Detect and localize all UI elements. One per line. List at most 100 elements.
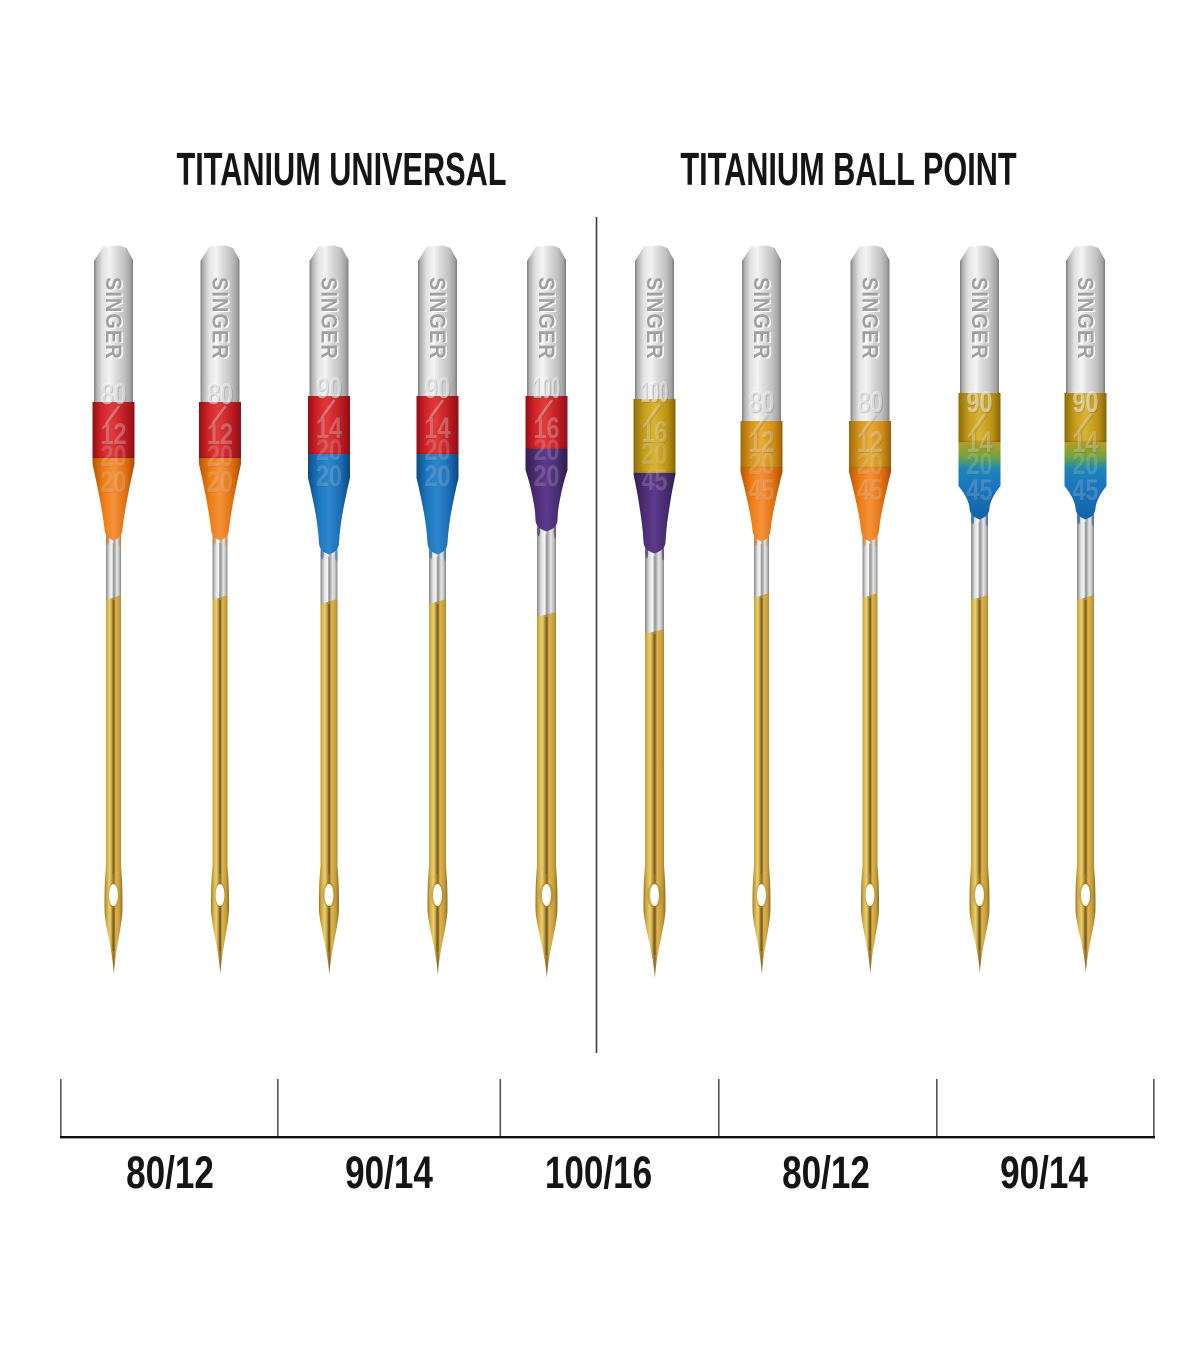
svg-text:20: 20 <box>317 460 343 493</box>
svg-text:12: 12 <box>857 425 883 458</box>
svg-text:45: 45 <box>967 474 993 507</box>
svg-text:12: 12 <box>208 418 234 451</box>
svg-text:20: 20 <box>100 465 126 498</box>
svg-text:SINGER: SINGER <box>968 278 992 361</box>
svg-text:20: 20 <box>533 433 559 466</box>
svg-text:14: 14 <box>316 411 342 444</box>
svg-text:45: 45 <box>858 474 884 507</box>
svg-text:80/12: 80/12 <box>126 1147 214 1198</box>
svg-text:20: 20 <box>425 434 451 467</box>
svg-text:90: 90 <box>1072 385 1098 418</box>
svg-text:20: 20 <box>424 459 450 492</box>
svg-text:45: 45 <box>748 473 774 506</box>
svg-text:SINGER: SINGER <box>750 278 774 361</box>
svg-text:SINGER: SINGER <box>1073 277 1097 360</box>
svg-text:80: 80 <box>748 385 774 418</box>
svg-text:45: 45 <box>1073 474 1099 507</box>
svg-text:80: 80 <box>207 377 233 410</box>
svg-text:20: 20 <box>316 459 342 492</box>
svg-text:SINGER: SINGER <box>208 277 232 360</box>
svg-text:80/12: 80/12 <box>782 1147 870 1198</box>
svg-text:80: 80 <box>749 386 775 419</box>
svg-text:20: 20 <box>749 448 775 481</box>
svg-text:100: 100 <box>642 377 670 410</box>
svg-text:20: 20 <box>207 439 233 472</box>
svg-text:80: 80 <box>857 385 883 418</box>
svg-text:20: 20 <box>1072 447 1098 480</box>
svg-text:SINGER: SINGER <box>535 278 559 361</box>
svg-text:90/14: 90/14 <box>345 1147 433 1198</box>
svg-text:SINGER: SINGER <box>102 278 126 361</box>
svg-text:90/14: 90/14 <box>1000 1147 1088 1198</box>
svg-text:20: 20 <box>534 434 560 467</box>
svg-text:20: 20 <box>317 434 343 467</box>
svg-text:80: 80 <box>858 386 884 419</box>
svg-text:16: 16 <box>534 412 560 445</box>
svg-text:100/16: 100/16 <box>545 1147 652 1198</box>
svg-text:20: 20 <box>641 437 667 470</box>
svg-text:100: 100 <box>533 372 561 405</box>
svg-text:20: 20 <box>748 447 774 480</box>
svg-text:12: 12 <box>207 417 233 450</box>
svg-text:20: 20 <box>207 465 233 498</box>
svg-text:SINGER: SINGER <box>859 278 883 361</box>
svg-text:100: 100 <box>534 373 562 406</box>
svg-text:SINGER: SINGER <box>967 277 991 360</box>
svg-text:SINGER: SINGER <box>317 277 341 360</box>
svg-text:80: 80 <box>100 377 126 410</box>
svg-text:14: 14 <box>966 425 992 458</box>
svg-text:20: 20 <box>425 460 451 493</box>
svg-text:12: 12 <box>101 418 127 451</box>
svg-text:45: 45 <box>641 463 667 496</box>
svg-text:14: 14 <box>967 426 993 459</box>
svg-text:45: 45 <box>966 473 992 506</box>
svg-text:20: 20 <box>533 459 559 492</box>
svg-text:100: 100 <box>641 376 669 409</box>
svg-text:SINGER: SINGER <box>209 278 233 361</box>
svg-text:20: 20 <box>208 440 234 473</box>
svg-text:90: 90 <box>425 372 451 405</box>
svg-text:90: 90 <box>967 386 993 419</box>
svg-text:20: 20 <box>100 439 126 472</box>
svg-text:20: 20 <box>208 466 234 499</box>
svg-text:SINGER: SINGER <box>643 278 667 361</box>
svg-text:20: 20 <box>1073 448 1099 481</box>
svg-text:20: 20 <box>316 433 342 466</box>
svg-text:SINGER: SINGER <box>858 277 882 360</box>
svg-text:12: 12 <box>100 417 126 450</box>
svg-text:SINGER: SINGER <box>426 278 450 361</box>
svg-text:12: 12 <box>748 425 774 458</box>
svg-text:SINGER: SINGER <box>642 277 666 360</box>
svg-text:20: 20 <box>857 447 883 480</box>
svg-text:80: 80 <box>208 378 234 411</box>
svg-text:20: 20 <box>534 460 560 493</box>
svg-text:90: 90 <box>316 371 342 404</box>
svg-text:45: 45 <box>1072 473 1098 506</box>
svg-text:SINGER: SINGER <box>534 277 558 360</box>
svg-text:16: 16 <box>642 416 668 449</box>
svg-text:90: 90 <box>966 385 992 418</box>
svg-text:20: 20 <box>967 448 993 481</box>
svg-text:90: 90 <box>1073 386 1099 419</box>
svg-text:12: 12 <box>858 426 884 459</box>
svg-text:45: 45 <box>749 474 775 507</box>
svg-text:45: 45 <box>857 473 883 506</box>
svg-text:SINGER: SINGER <box>318 278 342 361</box>
svg-text:45: 45 <box>642 464 668 497</box>
svg-text:20: 20 <box>101 466 127 499</box>
svg-text:20: 20 <box>101 440 127 473</box>
svg-text:14: 14 <box>425 412 451 445</box>
svg-text:SINGER: SINGER <box>101 277 125 360</box>
svg-text:20: 20 <box>966 447 992 480</box>
svg-text:90: 90 <box>424 371 450 404</box>
svg-text:14: 14 <box>424 411 450 444</box>
svg-text:SINGER: SINGER <box>1074 278 1098 361</box>
svg-text:20: 20 <box>642 438 668 471</box>
svg-text:16: 16 <box>533 411 559 444</box>
svg-text:SINGER: SINGER <box>425 277 449 360</box>
svg-text:90: 90 <box>317 372 343 405</box>
svg-text:TITANIUM BALL POINT: TITANIUM BALL POINT <box>680 144 1016 196</box>
svg-text:14: 14 <box>1072 425 1098 458</box>
svg-text:20: 20 <box>424 433 450 466</box>
svg-text:80: 80 <box>101 378 127 411</box>
